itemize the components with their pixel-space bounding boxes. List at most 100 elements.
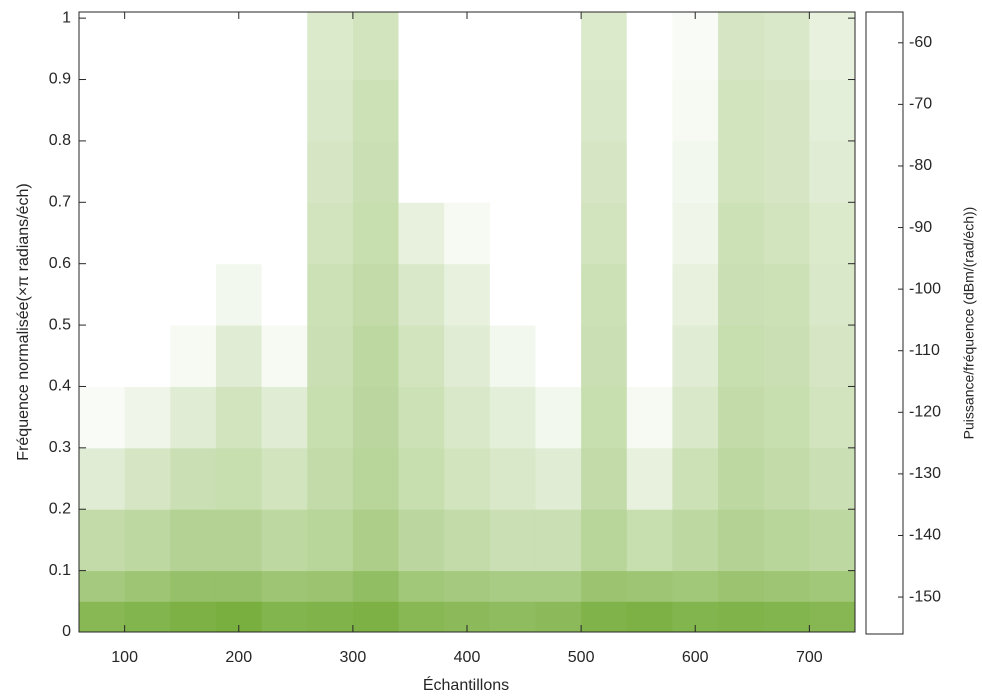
heatmap-cell xyxy=(215,79,263,142)
heatmap-cell xyxy=(261,12,308,81)
colorbar-tick-label: -130 xyxy=(909,465,941,482)
heatmap-cell xyxy=(79,79,126,142)
heatmap-cell xyxy=(535,79,582,142)
heatmap-cell xyxy=(398,79,445,142)
heatmap-cell xyxy=(307,325,354,387)
heatmap-cell xyxy=(444,202,491,265)
heatmap-cell xyxy=(763,79,810,142)
heatmap-cell xyxy=(124,509,171,572)
heatmap-cell xyxy=(307,447,354,510)
heatmap-cell xyxy=(352,570,400,602)
heatmap-cell xyxy=(444,263,491,326)
heatmap-cell xyxy=(124,263,171,326)
heatmap-cell xyxy=(307,202,354,265)
x-tick-label: 200 xyxy=(225,649,252,666)
heatmap-cell xyxy=(124,601,171,633)
heatmap-cell xyxy=(444,140,491,203)
heatmap xyxy=(79,12,856,633)
heatmap-cell xyxy=(626,509,673,572)
heatmap-cell xyxy=(215,263,263,326)
colorbar-tick-label: -70 xyxy=(909,96,932,113)
heatmap-cell xyxy=(763,263,810,326)
heatmap-cell xyxy=(626,12,673,81)
heatmap-cell xyxy=(581,509,628,572)
heatmap-cell xyxy=(444,509,491,572)
heatmap-cell xyxy=(763,601,810,633)
x-axis-label: Échantillons xyxy=(423,675,509,694)
heatmap-cell xyxy=(718,79,765,142)
heatmap-cell xyxy=(170,202,217,265)
heatmap-cell xyxy=(489,386,536,449)
heatmap-cell xyxy=(215,202,263,265)
heatmap-cell xyxy=(307,509,354,572)
heatmap-cell xyxy=(535,202,582,265)
heatmap-cell xyxy=(124,447,171,510)
heatmap-cell xyxy=(581,570,628,602)
heatmap-cell xyxy=(718,12,765,81)
colorbar-tick-label: -110 xyxy=(909,342,940,359)
heatmap-cell xyxy=(489,570,536,602)
heatmap-cell xyxy=(124,79,171,142)
heatmap-cell xyxy=(215,447,263,510)
heatmap-cell xyxy=(215,570,263,602)
heatmap-cell xyxy=(398,509,445,572)
heatmap-cell xyxy=(444,447,491,510)
heatmap-cell xyxy=(444,325,491,387)
heatmap-cell xyxy=(352,325,400,387)
heatmap-cell xyxy=(535,386,582,449)
x-tick-label: 100 xyxy=(111,649,138,666)
heatmap-cell xyxy=(170,325,217,387)
heatmap-cell xyxy=(809,79,856,142)
heatmap-cell xyxy=(535,601,582,633)
heatmap-cell xyxy=(489,140,536,203)
heatmap-cell xyxy=(261,325,308,387)
heatmap-cell xyxy=(626,79,673,142)
heatmap-cell xyxy=(398,140,445,203)
heatmap-cell xyxy=(672,325,719,387)
heatmap-cell xyxy=(170,386,217,449)
heatmap-cell xyxy=(672,447,719,510)
heatmap-cell xyxy=(444,386,491,449)
y-tick-label: 0.2 xyxy=(49,500,71,517)
heatmap-cell xyxy=(489,12,536,81)
heatmap-cell xyxy=(763,570,810,602)
heatmap-cell xyxy=(261,447,308,510)
x-tick-label: 600 xyxy=(682,649,709,666)
heatmap-cell xyxy=(718,570,765,602)
heatmap-cell xyxy=(352,202,400,265)
heatmap-cell xyxy=(718,325,765,387)
colorbar-tick-label: -90 xyxy=(909,219,932,236)
colorbar-tick-label: -150 xyxy=(909,588,941,605)
heatmap-cell xyxy=(718,447,765,510)
heatmap-cell xyxy=(398,601,445,633)
heatmap-cell xyxy=(809,12,856,81)
heatmap-cell xyxy=(672,509,719,572)
heatmap-cell xyxy=(672,12,719,81)
heatmap-cell xyxy=(124,386,171,449)
heatmap-cell xyxy=(581,386,628,449)
heatmap-cell xyxy=(215,12,263,81)
heatmap-cell xyxy=(352,386,400,449)
heatmap-cell xyxy=(809,386,856,449)
heatmap-cell xyxy=(398,263,445,326)
colorbar xyxy=(865,11,904,635)
heatmap-cell xyxy=(170,263,217,326)
heatmap-cell xyxy=(763,325,810,387)
heatmap-cell xyxy=(535,12,582,81)
heatmap-cell xyxy=(535,570,582,602)
colorbar-tick-label: -100 xyxy=(909,280,941,297)
y-tick-label: 0.1 xyxy=(49,562,71,579)
heatmap-cell xyxy=(79,447,126,510)
y-axis-label: Fréquence normalisée(×π radians/éch) xyxy=(15,183,32,460)
heatmap-cell xyxy=(170,79,217,142)
heatmap-cell xyxy=(398,325,445,387)
heatmap-cell xyxy=(763,447,810,510)
heatmap-cell xyxy=(626,263,673,326)
heatmap-cell xyxy=(809,509,856,572)
heatmap-cell xyxy=(307,79,354,142)
heatmap-cell xyxy=(581,325,628,387)
y-tick-label: 0.9 xyxy=(49,71,71,88)
heatmap-cell xyxy=(581,140,628,203)
heatmap-cell xyxy=(489,447,536,510)
heatmap-cell xyxy=(581,79,628,142)
